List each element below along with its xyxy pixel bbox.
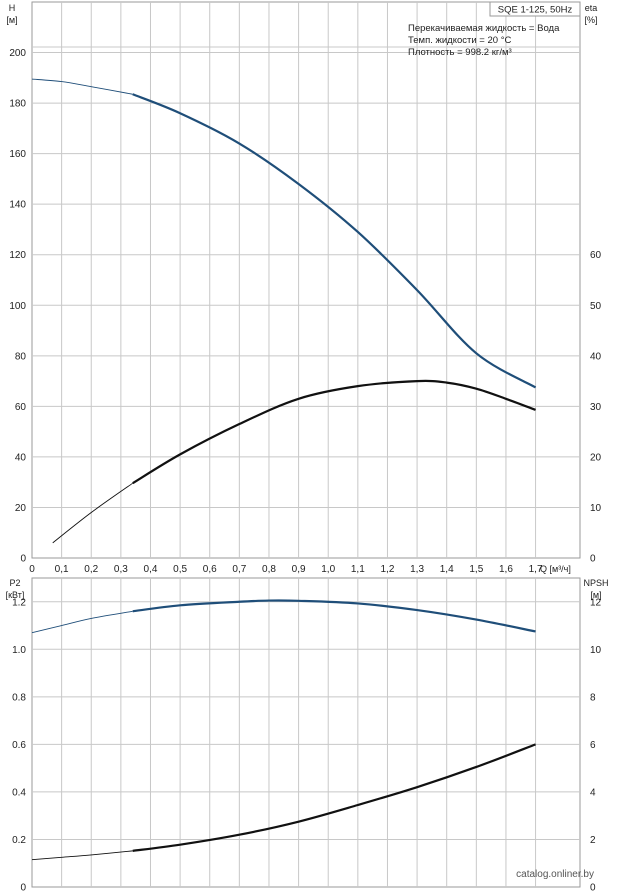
x-tick-label: 1,0	[321, 564, 335, 575]
y-left-tick-label: 1.0	[12, 645, 26, 656]
x-tick-label: 0,5	[173, 564, 187, 575]
title-box	[489, 1, 581, 17]
y-left-tick-label: 160	[9, 149, 26, 160]
y-left-tick-label: 0.8	[12, 692, 26, 703]
y-right-tick-label: 40	[590, 351, 602, 362]
x-tick-label: 1,4	[440, 564, 454, 575]
y-right-tick-label: 8	[590, 692, 596, 703]
series-line-0-0	[132, 93, 537, 389]
y-left-tick-label: 100	[9, 301, 26, 312]
y-left-tick-label: 0.6	[12, 740, 26, 751]
info-line-temp: Темп. жидкости = 20 °C	[408, 35, 511, 46]
y-right-tick-label: 50	[590, 301, 602, 312]
series-line-1-1	[132, 743, 536, 852]
npsh-axis-unit: [м]	[590, 590, 601, 600]
y-right-tick-label: 4	[590, 787, 596, 798]
y-left-tick-label: 0	[20, 883, 26, 894]
y-right-tick-label: 10	[590, 503, 602, 514]
x-tick-label: 1,3	[410, 564, 424, 575]
y-left-tick-label: 120	[9, 250, 26, 261]
x-tick-label: 1,5	[469, 564, 483, 575]
plot-frame	[31, 577, 581, 888]
y-left-tick-label: 1.2	[12, 597, 26, 608]
y-right-tick-label: 60	[590, 250, 602, 261]
x-tick-label: 1,1	[351, 564, 365, 575]
y-left-tick-label: 40	[15, 452, 27, 463]
x-tick-label: 0,9	[292, 564, 306, 575]
info-line-fluid: Перекачиваемая жидкость = Вода	[408, 23, 560, 34]
x-tick-label: 1,7	[529, 564, 543, 575]
y-right-tick-label: 6	[590, 740, 596, 751]
y-right-tick-label: 0	[590, 554, 596, 565]
power-axis-unit: [кВт]	[6, 590, 25, 600]
info-line-density: Плотность = 998.2 кг/м³	[408, 47, 512, 58]
x-tick-label: 0,6	[203, 564, 217, 575]
eta-axis-unit: [%]	[584, 15, 597, 25]
y-right-tick-label: 30	[590, 402, 602, 413]
head-axis-name: H	[9, 3, 16, 13]
npsh-axis-name: NPSH	[583, 578, 608, 588]
y-right-tick-label: 20	[590, 452, 602, 463]
x-tick-label: 0,7	[232, 564, 246, 575]
power-axis-name: P2	[9, 578, 20, 588]
x-tick-label: 0,4	[144, 564, 158, 575]
y-right-tick-label: 12	[590, 597, 602, 608]
series-line-0-1	[132, 379, 536, 485]
y-left-tick-label: 0	[20, 554, 26, 565]
y-right-tick-label: 2	[590, 835, 596, 846]
series-line-thin-0-0	[31, 78, 133, 95]
x-tick-label: 1,6	[499, 564, 513, 575]
watermark: catalog.onliner.by	[516, 869, 594, 880]
y-left-tick-label: 0.4	[12, 787, 26, 798]
y-left-tick-label: 0.2	[12, 835, 26, 846]
head-efficiency-panel: 0 0,1 0,2 0,3 0,4 0,5 0,6 0,7 0,8 0,9 1,0 1,1 1,2 1,3…	[9, 1, 602, 575]
x-tick-label: 0,8	[262, 564, 276, 575]
y-right-tick-label: 0	[590, 883, 596, 894]
eta-axis-name: eta	[585, 3, 598, 13]
flow-axis-label: Q [м³/ч]	[540, 564, 571, 574]
x-tick-label: 0,2	[84, 564, 98, 575]
y-right-tick-label: 10	[590, 645, 602, 656]
y-left-tick-label: 80	[15, 351, 27, 362]
y-left-tick-label: 140	[9, 200, 26, 211]
series-line-thin-0-1	[52, 482, 133, 544]
series-line-thin-1-0	[31, 610, 133, 634]
series-line-thin-1-1	[31, 850, 133, 861]
y-left-tick-label: 180	[9, 99, 26, 110]
x-tick-label: 0,1	[55, 564, 69, 575]
chart-title: SQE 1-125, 50Hz	[498, 5, 573, 16]
y-left-tick-label: 200	[9, 48, 26, 59]
y-left-tick-label: 60	[15, 402, 27, 413]
series-line-1-0	[132, 599, 536, 633]
head-axis-unit: [м]	[6, 15, 17, 25]
x-tick-label: 0,3	[114, 564, 128, 575]
y-left-tick-label: 20	[15, 503, 27, 514]
x-tick-label: 1,2	[381, 564, 395, 575]
power-npsh-panel: 0 0.2 0.4 0.6 0.8 1.0 1.2 0 2 4 6 8 10 12	[12, 577, 602, 894]
x-tick-label: 0	[29, 564, 35, 575]
plot-frame	[31, 1, 581, 559]
